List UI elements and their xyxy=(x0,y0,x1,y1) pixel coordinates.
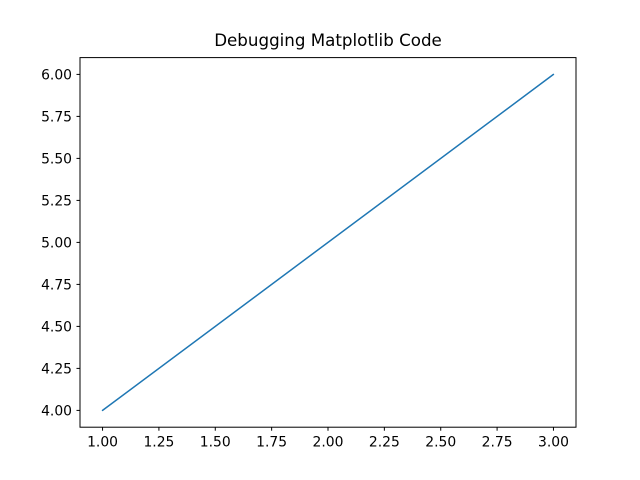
y-tick-label: 4.50 xyxy=(41,319,72,335)
y-tick-label: 4.00 xyxy=(41,403,72,419)
x-tick-label: 2.00 xyxy=(313,435,344,451)
plot-series xyxy=(101,73,555,412)
axis-ticks: 1.00 1.25 1.50 1.75 2.00 2.25 2.50 2.75 3.00 4.00… xyxy=(41,67,569,450)
y-tick-label: 5.50 xyxy=(41,151,72,167)
y-tick-label: 5.25 xyxy=(41,193,72,209)
y-tick-label: 4.75 xyxy=(41,277,72,293)
data-line xyxy=(101,73,555,412)
y-tick-label: 5.00 xyxy=(41,235,72,251)
x-tick-label: 3.00 xyxy=(538,435,569,451)
x-tick-label: 2.75 xyxy=(482,435,513,451)
x-tick-label: 1.25 xyxy=(143,435,174,451)
chart-title: Debugging Matplotlib Code xyxy=(214,30,442,50)
x-tick-label: 2.25 xyxy=(369,435,400,451)
axes-spines xyxy=(79,57,577,428)
x-tick-label: 1.50 xyxy=(200,435,231,451)
y-tick-label: 4.25 xyxy=(41,361,72,377)
x-tick-label: 1.00 xyxy=(87,435,118,451)
y-tick-label: 5.75 xyxy=(41,109,72,125)
x-tick-label: 2.50 xyxy=(425,435,456,451)
y-tick-label: 6.00 xyxy=(41,67,72,83)
x-tick-label: 1.75 xyxy=(256,435,287,451)
